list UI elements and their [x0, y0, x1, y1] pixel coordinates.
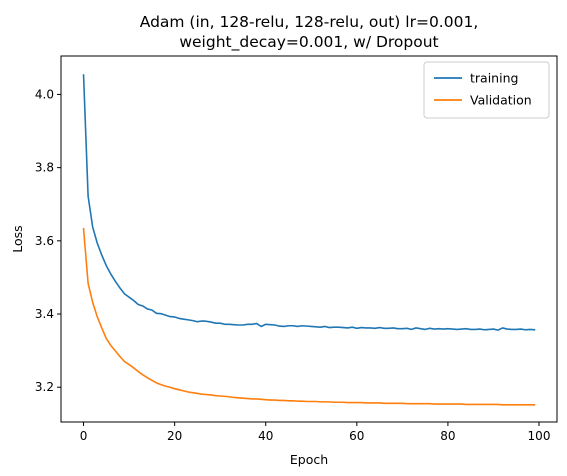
y-tick-label: 3.2 [35, 380, 54, 394]
chart-title-line-2: weight_decay=0.001, w/ Dropout [179, 33, 438, 52]
y-axis-label: Loss [10, 225, 25, 252]
y-tick-label: 4.0 [35, 87, 54, 101]
x-tick-label: 80 [440, 429, 455, 443]
legend-box [423, 61, 550, 119]
plot-frame [60, 55, 558, 423]
legend-label-validation: Validation [470, 93, 532, 108]
x-tick-label: 100 [528, 429, 551, 443]
y-tick-label: 3.4 [35, 307, 54, 321]
series-line-training [82, 74, 536, 331]
series-line-validation [82, 227, 536, 406]
x-tick-label: 20 [167, 429, 182, 443]
chart-title-line-1: Adam (in, 128-relu, 128-relu, out) lr=0.… [140, 13, 479, 31]
x-tick-label: 60 [349, 429, 364, 443]
x-tick-label: 40 [258, 429, 273, 443]
y-tick-label: 3.6 [35, 234, 54, 248]
legend-label-training: training [470, 71, 518, 86]
x-axis-label: Epoch [290, 452, 328, 467]
legend: training Validation [423, 61, 550, 119]
x-tick-label: 0 [80, 429, 88, 443]
y-tick-label: 3.8 [35, 161, 54, 175]
